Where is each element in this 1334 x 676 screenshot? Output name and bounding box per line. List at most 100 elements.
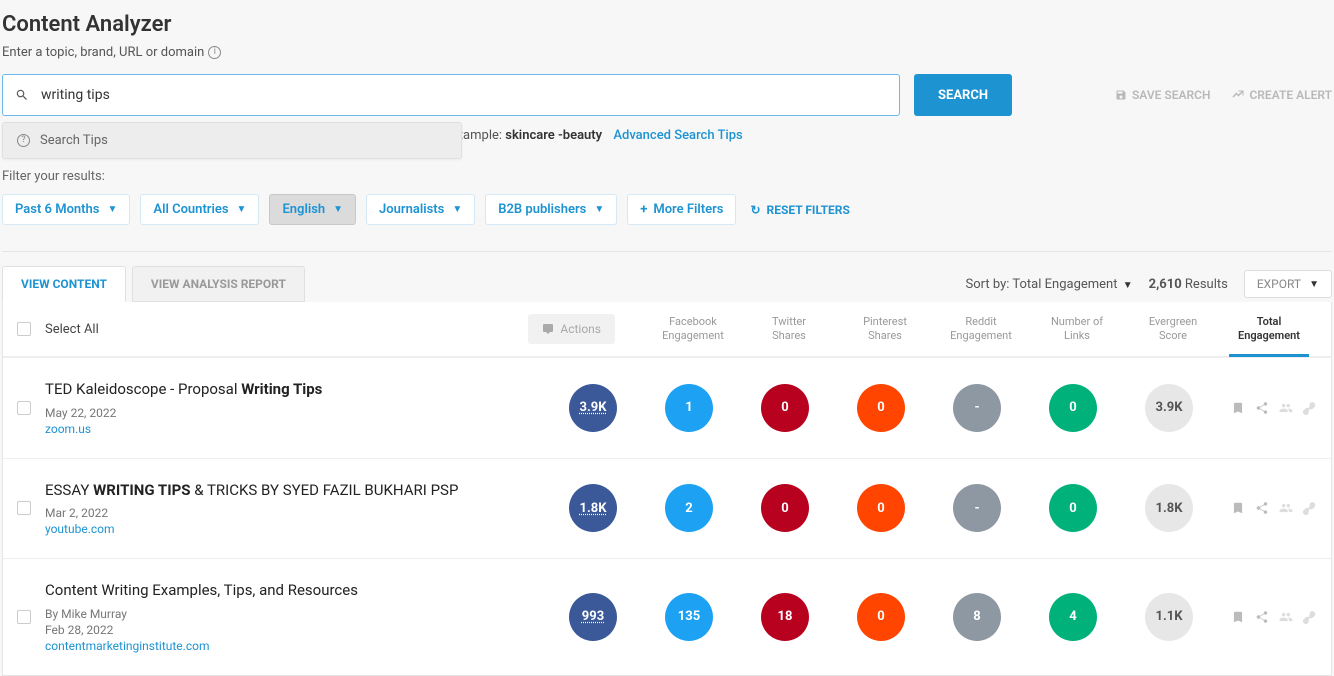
users-icon[interactable] xyxy=(1279,401,1293,415)
metric-bubble[interactable]: 0 xyxy=(1049,484,1097,532)
row-title[interactable]: Content Writing Examples, Tips, and Reso… xyxy=(45,581,515,601)
row-actions xyxy=(1231,610,1317,624)
column-header[interactable]: FacebookEngagement xyxy=(645,315,741,344)
metric-bubble[interactable]: 0 xyxy=(1049,384,1097,432)
link-icon[interactable] xyxy=(1303,610,1317,624)
metric-bubble[interactable]: 1.1K xyxy=(1145,593,1193,641)
advanced-tips-link[interactable]: Advanced Search Tips xyxy=(613,128,742,143)
select-all-checkbox[interactable] xyxy=(17,322,31,336)
chevron-down-icon: ▼ xyxy=(452,204,462,215)
row-domain-link[interactable]: zoom.us xyxy=(45,422,515,436)
column-header[interactable]: TwitterShares xyxy=(741,315,837,344)
chevron-down-icon: ▼ xyxy=(108,204,118,215)
column-header[interactable]: EvergreenScore xyxy=(1125,315,1221,344)
metric-bubble[interactable]: 18 xyxy=(761,593,809,641)
filter-chip[interactable]: All Countries ▼ xyxy=(140,194,259,225)
filter-label: Filter your results: xyxy=(2,169,1332,184)
metric-bubble[interactable]: 0 xyxy=(761,484,809,532)
column-header[interactable]: RedditEngagement xyxy=(933,315,1029,344)
filter-label: Journalists xyxy=(379,202,444,217)
reset-filters-button[interactable]: ↻RESET FILTERS xyxy=(750,203,849,217)
row-actions xyxy=(1231,501,1317,515)
users-icon[interactable] xyxy=(1279,501,1293,515)
export-button[interactable]: EXPORT ▼ xyxy=(1244,270,1332,298)
chevron-down-icon: ▼ xyxy=(237,204,247,215)
column-header[interactable]: TotalEngagement xyxy=(1221,315,1317,344)
export-label: EXPORT xyxy=(1257,277,1301,291)
save-search-label: SAVE SEARCH xyxy=(1132,88,1210,102)
bookmark-icon[interactable] xyxy=(1231,501,1245,515)
filters-row: Past 6 Months▼All Countries▼English▼Jour… xyxy=(2,194,1332,252)
result-count-value: 2,610 xyxy=(1149,277,1182,292)
metric-bubble[interactable]: 8 xyxy=(953,593,1001,641)
save-search-button[interactable]: SAVE SEARCH xyxy=(1115,88,1210,102)
info-icon[interactable]: i xyxy=(208,46,221,59)
row-checkbox[interactable] xyxy=(17,501,31,515)
metric-bubble[interactable]: 4 xyxy=(1049,593,1097,641)
filter-chip[interactable]: English▼ xyxy=(269,194,356,225)
tab-view-content[interactable]: VIEW CONTENT xyxy=(2,266,126,302)
actions-button[interactable]: Actions xyxy=(528,314,615,344)
more-filters-label: More Filters xyxy=(653,202,723,217)
page-title: Content Analyzer xyxy=(2,12,1332,37)
metric-bubble[interactable]: 3.9K xyxy=(1145,384,1193,432)
search-box[interactable] xyxy=(2,74,900,116)
row-title[interactable]: TED Kaleidoscope - Proposal Writing Tips xyxy=(45,380,515,400)
filter-chip[interactable]: B2B publishers▼ xyxy=(485,194,617,225)
metric-bubble[interactable]: 3.9K xyxy=(569,384,617,432)
table-row: TED Kaleidoscope - Proposal Writing Tips… xyxy=(3,357,1331,458)
metric-bubble[interactable]: 1 xyxy=(665,384,713,432)
search-tips-dropdown[interactable]: ? Search Tips xyxy=(2,122,462,159)
metric-bubble[interactable]: 1.8K xyxy=(569,484,617,532)
row-domain-link[interactable]: youtube.com xyxy=(45,522,515,536)
link-icon[interactable] xyxy=(1303,501,1317,515)
metric-bubble[interactable]: 0 xyxy=(761,384,809,432)
metric-bubble[interactable]: - xyxy=(953,384,1001,432)
row-title[interactable]: ESSAY WRITING TIPS & TRICKS BY SYED FAZI… xyxy=(45,481,515,501)
search-icon xyxy=(15,88,29,102)
question-icon: ? xyxy=(17,134,30,147)
more-filters-button[interactable]: + More Filters xyxy=(627,194,736,225)
share-icon[interactable] xyxy=(1255,401,1269,415)
table-header: Select All Actions FacebookEngagementTwi… xyxy=(3,302,1331,357)
metric-bubble[interactable]: 993 xyxy=(569,593,617,641)
chevron-down-icon: ▼ xyxy=(333,204,343,215)
sort-by[interactable]: Sort by: Total Engagement ▼ xyxy=(966,277,1133,292)
metric-bubble[interactable]: 0 xyxy=(857,384,905,432)
save-icon xyxy=(1115,89,1127,101)
row-domain-link[interactable]: contentmarketinginstitute.com xyxy=(45,639,515,653)
metric-bubble[interactable]: 2 xyxy=(665,484,713,532)
metric-bubble[interactable]: - xyxy=(953,484,1001,532)
results-table: Select All Actions FacebookEngagementTwi… xyxy=(2,302,1332,676)
filter-chip[interactable]: Past 6 Months ▼ xyxy=(2,194,130,225)
share-icon[interactable] xyxy=(1255,610,1269,624)
row-author: By Mike Murray xyxy=(45,607,515,621)
share-icon[interactable] xyxy=(1255,501,1269,515)
tab-view-analysis[interactable]: VIEW ANALYSIS REPORT xyxy=(132,266,305,302)
search-button[interactable]: SEARCH xyxy=(914,74,1012,116)
subtitle: Enter a topic, brand, URL or domain i xyxy=(2,45,1332,60)
column-header[interactable]: Number ofLinks xyxy=(1029,315,1125,344)
filter-chip[interactable]: Journalists ▼ xyxy=(366,194,475,225)
metric-bubble[interactable]: 0 xyxy=(857,593,905,641)
metric-bubble[interactable]: 1.8K xyxy=(1145,484,1193,532)
plus-icon: + xyxy=(640,202,647,217)
row-date: Feb 28, 2022 xyxy=(45,623,515,637)
link-icon[interactable] xyxy=(1303,401,1317,415)
row-actions xyxy=(1231,401,1317,415)
users-icon[interactable] xyxy=(1279,610,1293,624)
reset-icon: ↻ xyxy=(750,203,760,217)
metric-bubble[interactable]: 135 xyxy=(665,593,713,641)
create-alert-button[interactable]: CREATE ALERT xyxy=(1232,88,1332,102)
filter-label: Past 6 Months xyxy=(15,202,100,217)
subtitle-text: Enter a topic, brand, URL or domain xyxy=(2,45,204,60)
filter-label: All Countries xyxy=(153,202,228,217)
bookmark-icon[interactable] xyxy=(1231,401,1245,415)
row-checkbox[interactable] xyxy=(17,610,31,624)
column-header[interactable]: PinterestShares xyxy=(837,315,933,344)
row-checkbox[interactable] xyxy=(17,401,31,415)
bookmark-icon[interactable] xyxy=(1231,610,1245,624)
search-input[interactable] xyxy=(41,87,887,103)
metric-bubble[interactable]: 0 xyxy=(857,484,905,532)
tips-example: skincare -beauty xyxy=(505,128,602,143)
